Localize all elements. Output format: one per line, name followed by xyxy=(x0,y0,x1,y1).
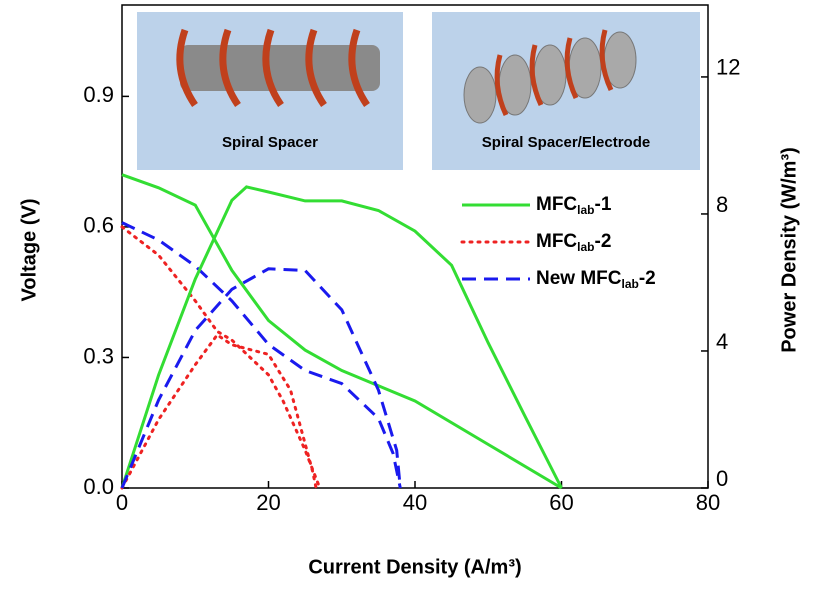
page: Spiral Spacer Spiral Spacer/Electrode Cu… xyxy=(0,0,813,593)
y-tick-label: 0.3 xyxy=(83,343,114,368)
y-tick-label: 0.6 xyxy=(83,213,114,238)
x-tick-label: 80 xyxy=(696,490,720,515)
y2-tick-label: 8 xyxy=(716,192,728,217)
y-tick-label: 0.9 xyxy=(83,82,114,107)
x-tick-label: 0 xyxy=(116,490,128,515)
x-tick-label: 40 xyxy=(403,490,427,515)
legend-label: MFClab-2 xyxy=(536,231,611,254)
series-line xyxy=(122,175,562,488)
y2-axis-label: Power Density (W/m³) xyxy=(778,147,800,353)
y-tick-label: 0.0 xyxy=(83,474,114,499)
annotation: Spiral Spacer xyxy=(222,134,318,151)
legend-label: MFClab-1 xyxy=(536,194,612,217)
x-tick-label: 20 xyxy=(256,490,280,515)
chart: Spiral Spacer Spiral Spacer/Electrode Cu… xyxy=(0,0,813,588)
y-axis-label: Voltage (V) xyxy=(18,199,40,302)
x-axis-label: Current Density (A/m³) xyxy=(308,556,521,578)
series-line xyxy=(122,227,320,488)
inset-spiral-spacer: Spiral Spacer xyxy=(137,12,403,170)
series-line xyxy=(122,187,562,488)
y2-tick-label: 12 xyxy=(716,55,740,80)
y2-tick-label: 0 xyxy=(716,466,728,491)
y2-tick-label: 4 xyxy=(716,329,728,354)
x-tick-label: 60 xyxy=(549,490,573,515)
legend-label: New MFClab-2 xyxy=(536,268,656,291)
inset-spiral-electrode: Spiral Spacer/Electrode xyxy=(432,12,700,170)
annotation: Spiral Spacer/Electrode xyxy=(482,134,650,151)
